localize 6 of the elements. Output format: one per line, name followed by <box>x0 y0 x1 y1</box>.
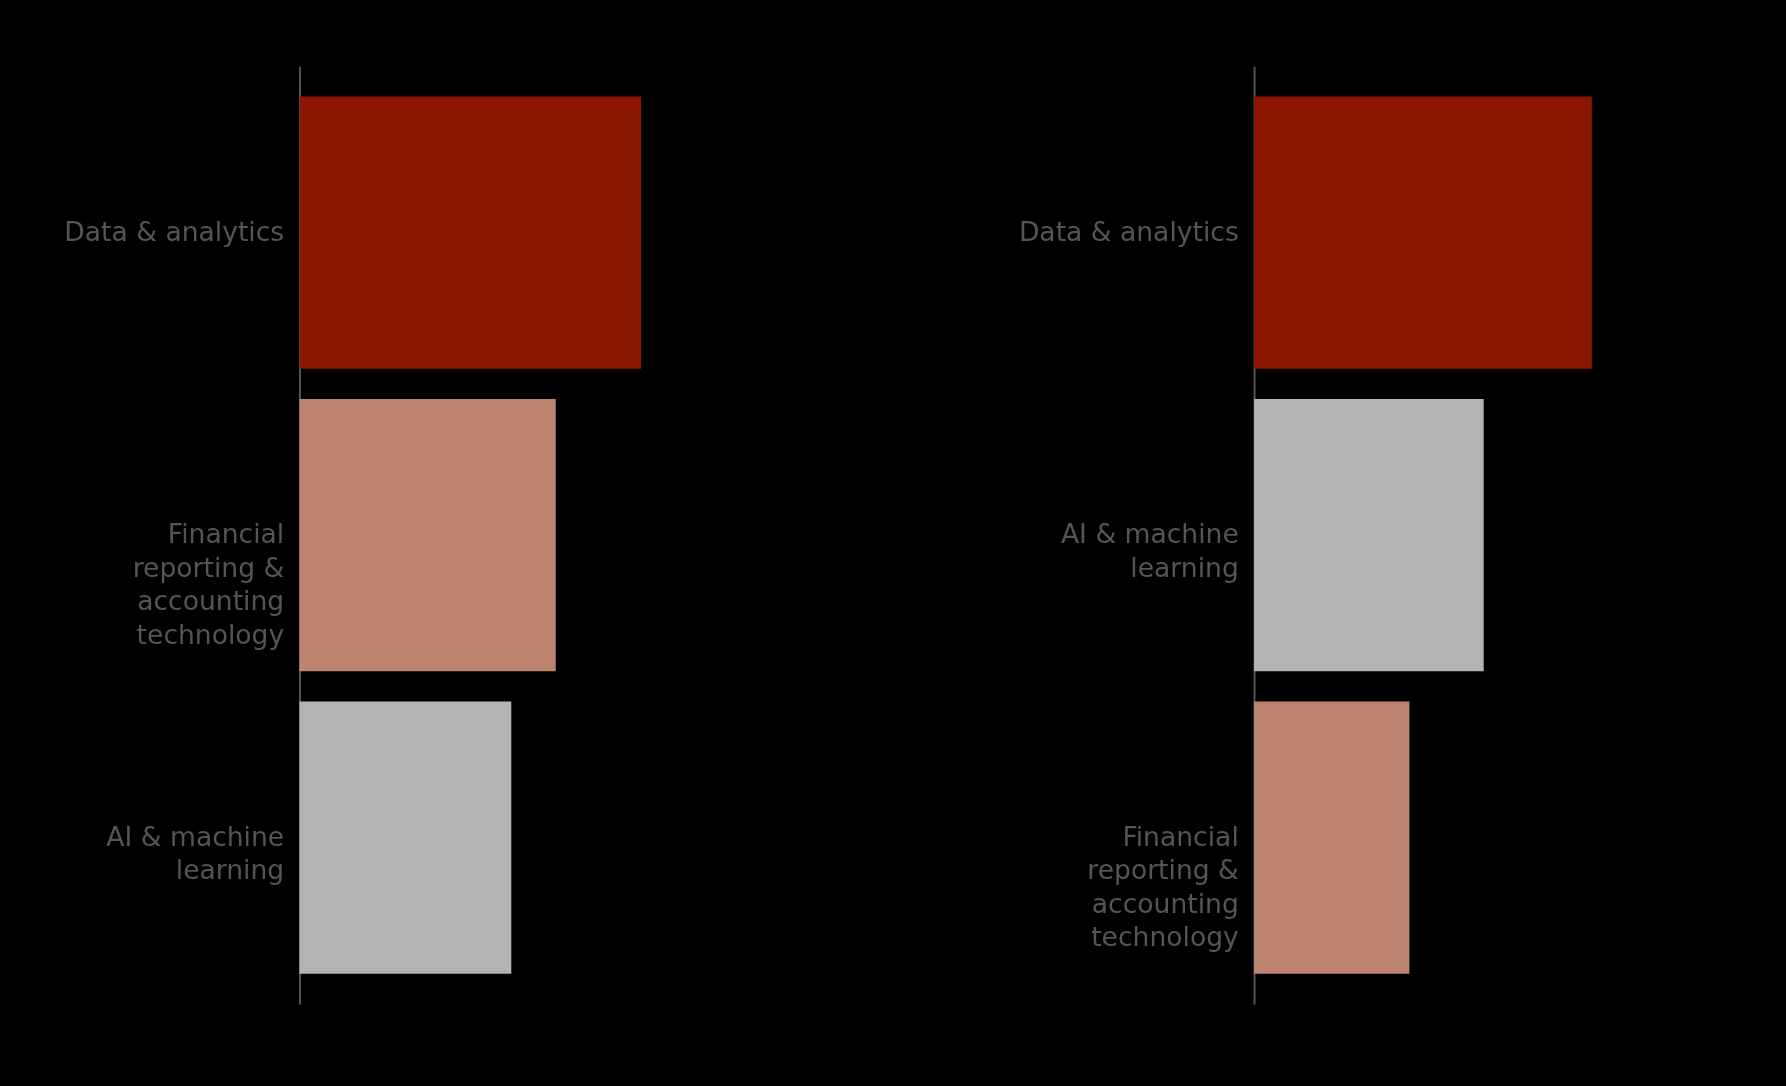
y-tick-label: Financial reporting & accounting technology <box>1087 820 1239 953</box>
y-tick-label: Data & analytics <box>1018 215 1239 247</box>
y-tick-label: Financial reporting & accounting technology <box>132 518 285 650</box>
y-tick-label: AI & machine learning <box>106 820 285 886</box>
y-tick-label: AI & machine learning <box>1060 518 1239 583</box>
y-tick-label: Data & analytics <box>64 215 285 247</box>
